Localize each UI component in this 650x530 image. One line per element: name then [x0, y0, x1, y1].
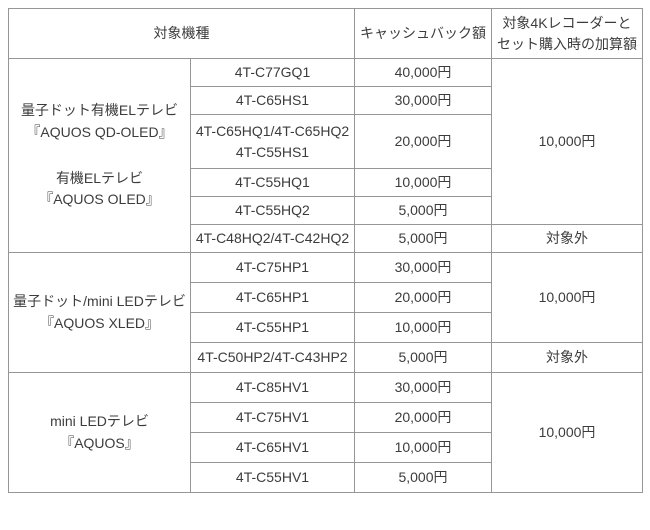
table-row: 量子ドット/mini LEDテレビ 『AQUOS XLED』 4T-C75HP1… [8, 252, 643, 373]
cashback-cell: 10,000円 [354, 168, 492, 197]
group-label-line: 『AQUOS OLED』 [39, 191, 160, 208]
cashback-table: 対象機種 キャッシュバック額 対象4Kレコーダーと セット購入時の加算額 量子ド… [8, 8, 643, 493]
cashback-cell: 20,000円 [354, 282, 492, 313]
cashback-cell: 20,000円 [354, 114, 492, 169]
bonus-cell: 10,000円 [491, 58, 643, 225]
table-row: 4T-C65HS1 30,000円 [9, 86, 643, 115]
model-cell: 4T-C85HV1 [190, 372, 355, 403]
group-label-line: 『AQUOS XLED』 [39, 314, 160, 331]
model-line: 4T-C55HS1 [235, 143, 310, 160]
group-label-line: mini LEDテレビ [50, 412, 149, 429]
table-row: 4T-C65HQ1/4T-C65HQ2 4T-C55HS1 20,000円 [9, 114, 643, 169]
model-cell: 4T-C75HV1 [190, 402, 355, 433]
table-row: 4T-C50HP2/4T-C43HP2 5,000円 対象外 [9, 342, 643, 373]
model-cell: 4T-C65HQ1/4T-C65HQ2 4T-C55HS1 [190, 114, 355, 169]
group-label-line: 量子ドット有機ELテレビ [20, 102, 179, 119]
cashback-cell: 5,000円 [354, 196, 492, 225]
cashback-cell: 5,000円 [354, 224, 492, 253]
header-row: 対象機種 キャッシュバック額 対象4Kレコーダーと セット購入時の加算額 [8, 8, 643, 59]
group-label-line: 量子ドット/mini LEDテレビ [13, 292, 186, 309]
cashback-cell: 40,000円 [354, 58, 492, 87]
group-label-qd-oled: 量子ドット有機ELテレビ 『AQUOS QD-OLED』 有機ELテレビ 『AQ… [8, 58, 191, 253]
header-recorder-bonus-line2: セット購入時の加算額 [497, 35, 637, 52]
model-cell: 4T-C75HP1 [190, 252, 355, 283]
cashback-cell: 10,000円 [354, 312, 492, 343]
table-row: 4T-C55HQ1 10,000円 [9, 168, 643, 197]
model-cell: 4T-C55HQ2 [190, 196, 355, 225]
group-label-mini-led: mini LEDテレビ 『AQUOS』 [8, 372, 191, 493]
bonus-cell: 10,000円 [491, 372, 643, 493]
group-label-line: 『AQUOS』 [60, 434, 139, 451]
cashback-cell: 30,000円 [354, 372, 492, 403]
cashback-cell: 5,000円 [354, 342, 492, 373]
model-cell: 4T-C55HQ1 [190, 168, 355, 197]
cashback-cell: 30,000円 [354, 252, 492, 283]
model-cell: 4T-C50HP2/4T-C43HP2 [190, 342, 355, 373]
bonus-cell-excluded: 対象外 [491, 342, 643, 373]
model-cell: 4T-C48HQ2/4T-C42HQ2 [190, 224, 355, 253]
model-line: 4T-C65HQ1/4T-C65HQ2 [195, 122, 350, 139]
header-recorder-bonus-line1: 対象4Kレコーダーと [502, 14, 632, 31]
table-row: 量子ドット有機ELテレビ 『AQUOS QD-OLED』 有機ELテレビ 『AQ… [8, 58, 643, 253]
table-row: mini LEDテレビ 『AQUOS』 4T-C85HV1 30,000円 10… [8, 372, 643, 493]
model-cell: 4T-C65HS1 [190, 86, 355, 115]
header-models: 対象機種 [8, 8, 355, 59]
model-cell: 4T-C77GQ1 [190, 58, 355, 87]
cashback-cell: 5,000円 [354, 462, 492, 493]
bonus-cell: 10,000円 [491, 252, 643, 343]
group-label-xled: 量子ドット/mini LEDテレビ 『AQUOS XLED』 [8, 252, 191, 373]
bonus-cell-excluded: 対象外 [491, 224, 643, 253]
model-cell: 4T-C65HP1 [190, 282, 355, 313]
table-row: 4T-C55HQ2 5,000円 [9, 196, 643, 225]
cashback-cell: 20,000円 [354, 402, 492, 433]
header-cashback: キャッシュバック額 [354, 8, 492, 59]
cashback-table-container: 対象機種 キャッシュバック額 対象4Kレコーダーと セット購入時の加算額 量子ド… [8, 8, 643, 493]
header-recorder-bonus: 対象4Kレコーダーと セット購入時の加算額 [491, 8, 643, 59]
table-row: 4T-C75HV1 20,000円 [9, 402, 643, 433]
cashback-cell: 10,000円 [354, 432, 492, 463]
table-row: 4T-C55HV1 5,000円 [9, 462, 643, 493]
model-cell: 4T-C65HV1 [190, 432, 355, 463]
group-label-line: 有機ELテレビ [55, 169, 144, 186]
table-row: 4T-C55HP1 10,000円 [9, 312, 643, 343]
model-cell: 4T-C55HV1 [190, 462, 355, 493]
model-cell: 4T-C55HP1 [190, 312, 355, 343]
group-label-line: 『AQUOS QD-OLED』 [26, 123, 173, 140]
cashback-cell: 30,000円 [354, 86, 492, 115]
